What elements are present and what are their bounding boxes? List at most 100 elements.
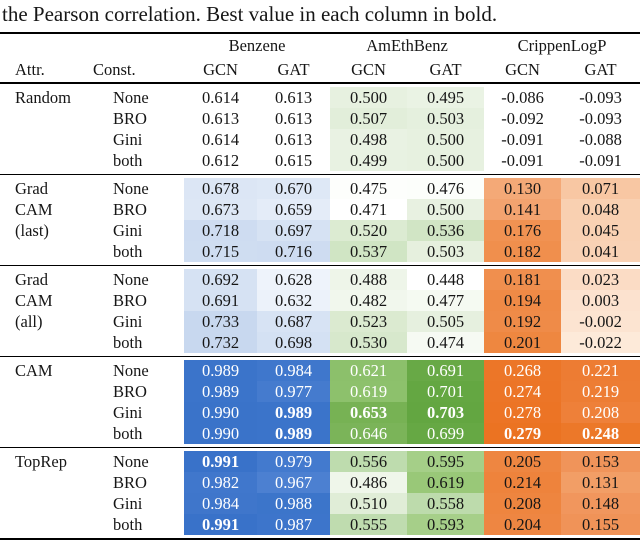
attr-line: TopRep [15,452,68,471]
group-header-amethbenz: AmEthBenz [366,36,448,55]
spacer-cell [90,33,184,58]
value-cell: -0.022 [561,332,640,353]
value-cell: 0.500 [407,129,485,150]
table-row: Gini 0.733 0.687 0.523 0.505 0.192 -0.002 [0,311,640,332]
group-header-row: Benzene AmEthBenz CrippenLogP [0,33,640,58]
value-cell: 0.475 [330,178,407,199]
value-cell: 0.219 [561,381,640,402]
row-spacer [0,83,640,87]
value-cell: -0.091 [501,130,544,149]
spacer-cell [0,171,640,175]
value-cell: 0.988 [257,493,330,514]
value-cell: 0.613 [274,130,313,149]
attr-cell: Random [0,87,90,171]
row-spacer [0,171,640,175]
value-cell: 0.182 [484,241,562,262]
col-header-benzene-gcn: GCN [203,60,238,79]
value-cell: 0.003 [561,290,640,311]
value-cell: 0.536 [407,220,485,241]
value-cell: 0.687 [257,311,330,332]
value-cell: 0.208 [561,402,640,423]
attr-block-gradcamall: Grad CAM (all) None 0.692 0.628 0.488 0.448 0.18… [0,265,640,357]
table-row: both 0.991 0.987 0.555 0.593 0.204 0.155 [0,514,640,535]
value-cell: 0.692 [184,269,257,290]
spacer-cell [0,447,640,451]
value-cell: 0.505 [407,311,485,332]
attr-line: (last) [15,221,49,240]
attr-cell: CAM [0,360,90,444]
table-row: Grad CAM (last) None 0.678 0.670 0.475 0.476 0.1… [0,178,640,240]
spacer-cell [0,356,640,360]
group-header-crippenlogp: CrippenLogP [517,36,607,55]
value-cell: 0.691 [407,360,485,381]
column-header-row: Attr. Const. GCN GAT GCN GAT GCN GAT [0,58,640,83]
table-row: BRO 0.982 0.967 0.486 0.619 0.214 0.131 [0,472,640,493]
value-cell: 0.537 [330,241,407,262]
value-cell: 0.989 [184,381,257,402]
value-cell: 0.507 [330,108,407,129]
value-cell: 0.977 [257,381,330,402]
row-spacer [0,447,640,451]
attr-line: CAM [15,291,53,310]
const-cell: Gini [113,130,143,149]
value-cell: 0.613 [274,109,313,128]
value-cell: 0.248 [561,423,640,444]
value-cell: 0.628 [257,269,330,290]
attr-cell: Grad CAM (last) [0,178,90,262]
value-cell: 0.555 [330,514,407,535]
table-row: TopRep None 0.991 0.979 0.556 0.595 0.205 0.153 [0,451,640,472]
value-cell: 0.987 [257,514,330,535]
value-cell: 0.153 [561,451,640,472]
value-cell: 0.990 [184,402,257,423]
value-cell: 0.274 [484,381,562,402]
table-row: Gini 0.984 0.988 0.510 0.558 0.208 0.148 [0,493,640,514]
row-spacer [0,535,640,539]
const-cell: BRO [113,200,147,219]
spacer-cell [0,535,640,539]
value-cell: 0.612 [201,151,240,170]
value-cell: 0.691 [184,290,257,311]
value-cell: 0.498 [330,129,407,150]
attr-line: Grad [15,179,48,198]
const-cell: None [113,452,149,471]
const-cell: BRO [113,473,147,492]
row-spacer [0,174,640,178]
value-cell: -0.092 [501,109,544,128]
value-cell: 0.205 [484,451,562,472]
value-cell: 0.130 [484,178,562,199]
value-cell: 0.991 [184,451,257,472]
const-cell: both [113,515,143,534]
row-spacer [0,265,640,269]
value-cell: 0.716 [257,241,330,262]
table-row: Gini 0.614 0.613 0.498 0.500 -0.091 -0.088 [0,129,640,150]
value-cell: 0.698 [257,332,330,353]
value-cell: 0.699 [407,423,485,444]
value-cell: 0.471 [330,199,407,220]
const-cell: both [113,424,143,443]
attr-block-toprep: TopRep None 0.991 0.979 0.556 0.595 0.205 0.153… [0,447,640,539]
value-cell: 0.619 [407,472,485,493]
value-cell: 0.593 [407,514,485,535]
value-cell: 0.279 [484,423,562,444]
value-cell: 0.989 [257,402,330,423]
value-cell: 0.181 [484,269,562,290]
value-cell: 0.556 [330,451,407,472]
const-cell: None [113,361,149,380]
value-cell: 0.221 [561,360,640,381]
attr-block-cam: CAM None 0.989 0.984 0.621 0.691 0.268 0.221 BRO… [0,356,640,448]
value-cell: 0.071 [561,178,640,199]
table-row: CAM None 0.989 0.984 0.621 0.691 0.268 0.221 [0,360,640,381]
value-cell: 0.982 [184,472,257,493]
value-cell: 0.530 [330,332,407,353]
value-cell: 0.048 [561,199,640,220]
value-cell: 0.732 [184,332,257,353]
col-header-crippenlogp-gat: GAT [584,60,617,79]
value-cell: 0.520 [330,220,407,241]
col-header-amethbenz-gat: GAT [429,60,462,79]
attr-line: (all) [15,312,43,331]
spacer-cell [0,265,640,269]
value-cell: 0.619 [330,381,407,402]
row-spacer [0,262,640,266]
row-spacer [0,356,640,360]
value-cell: 0.718 [184,220,257,241]
